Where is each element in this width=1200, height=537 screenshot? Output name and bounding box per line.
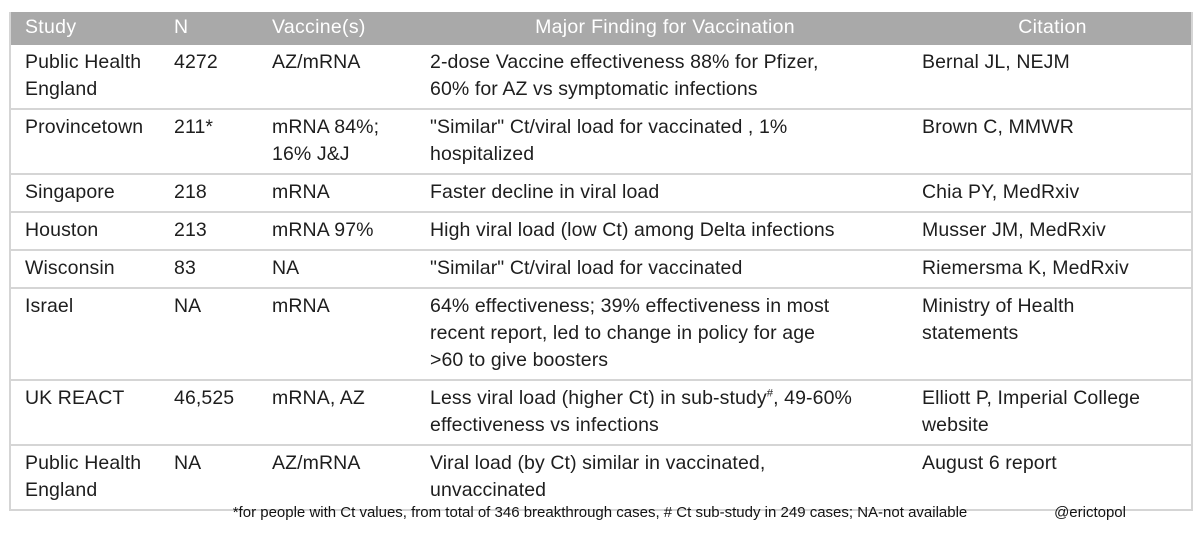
- cell-finding: Less viral load (higher Ct) in sub-study…: [416, 379, 908, 445]
- cell-citation: Riemersma K, MedRxiv: [908, 249, 1192, 288]
- cell-vaccines: NA: [258, 249, 416, 288]
- cell-n: NA: [160, 287, 258, 380]
- cell-study: Houston: [10, 211, 160, 250]
- table-row: Houston 213 mRNA 97% High viral load (low C…: [10, 211, 1192, 250]
- table-row: UK REACT 46,525 mRNA, AZ Less viral load (h…: [10, 379, 1192, 445]
- cell-n: 218: [160, 173, 258, 212]
- cell-n: 46,525: [160, 379, 258, 445]
- column-header-citation: Citation: [908, 12, 1192, 45]
- cell-n: NA: [160, 444, 258, 510]
- cell-citation: Ministry of Health statements: [908, 287, 1192, 380]
- cell-citation: August 6 report: [908, 444, 1192, 510]
- cell-citation: Brown C, MMWR: [908, 108, 1192, 174]
- table-row: Provincetown 211* mRNA 84%; 16% J&J "Simila…: [10, 108, 1192, 174]
- cell-study: Public Health England: [10, 444, 160, 510]
- table-row: Israel NA mRNA 64% effectiveness; 39% effec…: [10, 287, 1192, 380]
- cell-finding: Viral load (by Ct) similar in vaccinated…: [416, 444, 908, 510]
- cell-vaccines: mRNA: [258, 173, 416, 212]
- cell-n: 4272: [174, 51, 218, 73]
- footer: *for people with Ct values, from total o…: [0, 504, 1200, 528]
- table-header: Study N Vaccine(s) Major Finding for Vac…: [10, 12, 1192, 45]
- cell-study: Israel: [10, 287, 160, 380]
- column-header-finding: Major Finding for Vaccination: [416, 12, 908, 45]
- table-row: Wisconsin 83 NA "Similar" Ct/viral load for…: [10, 249, 1192, 288]
- header-row: Study N Vaccine(s) Major Finding for Vac…: [10, 12, 1192, 45]
- cell-finding: 64% effectiveness; 39% effectiveness in …: [416, 287, 908, 380]
- column-header-vaccines: Vaccine(s): [258, 12, 416, 45]
- cell-citation: Elliott P, Imperial College website: [908, 379, 1192, 445]
- cell-vaccines: mRNA 97%: [258, 211, 416, 250]
- column-header-study: Study: [10, 12, 160, 45]
- cell-vaccines: AZ/mRNA: [258, 444, 416, 510]
- cell-finding: Faster decline in viral load: [416, 173, 908, 212]
- cell-study: Singapore: [10, 173, 160, 212]
- cell-citation: Bernal JL, NEJM: [922, 51, 1070, 73]
- column-header-n: N: [160, 12, 258, 45]
- cell-vaccines: mRNA, AZ: [258, 379, 416, 445]
- cell-n: 213: [160, 211, 258, 250]
- cell-study: Provincetown: [10, 108, 160, 174]
- cell-vaccines: mRNA 84%; 16% J&J: [258, 108, 416, 174]
- table-row: Public Health England NA AZ/mRNA Viral load…: [10, 444, 1192, 510]
- table-body: Public Health England 4272 AZ/mRNA 2-dose V…: [10, 45, 1192, 510]
- cell-n: 211*: [160, 108, 258, 174]
- cell-finding: High viral load (low Ct) among Delta inf…: [416, 211, 908, 250]
- footnote: *for people with Ct values, from total o…: [232, 504, 968, 521]
- cell-n: 83: [160, 249, 258, 288]
- cell-finding: "Similar" Ct/viral load for vaccinated ,…: [416, 108, 908, 174]
- vaccine-studies-table: Study N Vaccine(s) Major Finding for Vac…: [9, 12, 1193, 511]
- cell-study: Wisconsin: [10, 249, 160, 288]
- table-row: Public Health England 4272 AZ/mRNA 2-dose V…: [10, 45, 1192, 109]
- cell-vaccines: AZ/mRNA: [272, 51, 361, 73]
- cell-study: UK REACT: [10, 379, 160, 445]
- cell-vaccines: mRNA: [258, 287, 416, 380]
- cell-finding: 2-dose Vaccine effectiveness 88% for Pfi…: [430, 51, 819, 100]
- twitter-handle: @erictopol: [1054, 504, 1126, 521]
- cell-citation: Chia PY, MedRxiv: [908, 173, 1192, 212]
- cell-study: Public Health England: [25, 51, 142, 100]
- table-row: Singapore 218 mRNA Faster decline in viral …: [10, 173, 1192, 212]
- cell-finding: "Similar" Ct/viral load for vaccinated: [416, 249, 908, 288]
- cell-citation: Musser JM, MedRxiv: [908, 211, 1192, 250]
